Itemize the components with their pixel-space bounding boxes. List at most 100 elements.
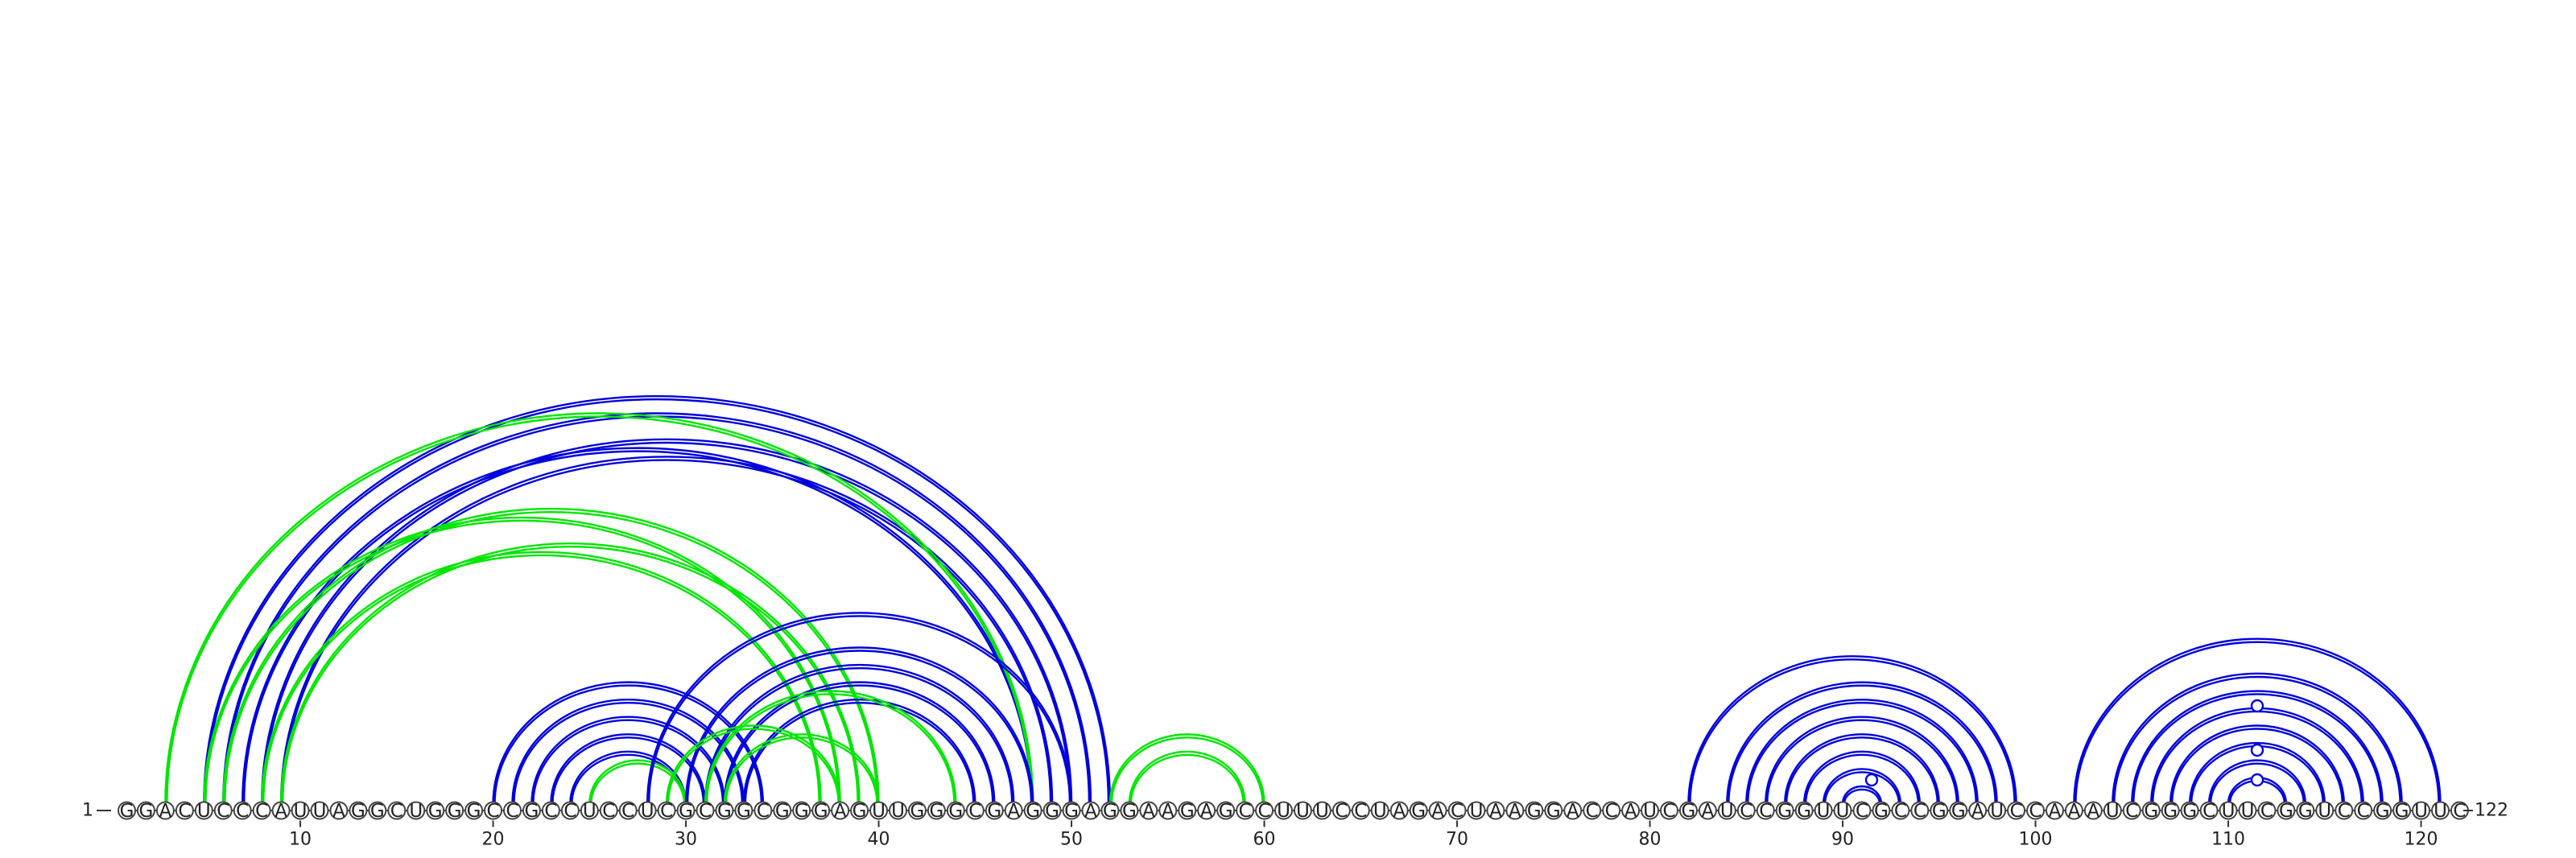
nucleotide-circle	[1910, 801, 1930, 820]
nucleotide-circle	[618, 801, 638, 820]
nucleotide-circle	[2354, 801, 2373, 820]
nucleotide-circle	[734, 801, 753, 820]
nucleotide-circle	[753, 801, 773, 820]
nucleotide-circle	[2238, 801, 2257, 820]
nucleotide: G	[1178, 801, 1197, 822]
nucleotide-letter: G	[370, 801, 385, 822]
nucleotide: A	[1698, 801, 1717, 822]
nucleotide: C	[1756, 801, 1775, 822]
nucleotide: G	[734, 801, 753, 822]
nucleotide: U	[1293, 801, 1312, 822]
nucleotide-letter: G	[467, 801, 481, 822]
nucleotide-circle	[2199, 801, 2219, 820]
base-pair-arc	[667, 728, 840, 804]
nucleotide-letter: U	[294, 801, 308, 822]
nucleotide-letter: A	[1200, 801, 1213, 822]
nucleotide: C	[696, 801, 715, 822]
base-pair-arc	[1726, 681, 1998, 804]
nucleotide: A	[1197, 801, 1216, 822]
base-pair-arc	[684, 646, 1034, 804]
nucleotide-circle	[2103, 801, 2122, 820]
base-pair-arc	[590, 762, 686, 804]
nucleotide-letter: C	[506, 801, 518, 822]
nucleotide-circle	[1351, 801, 1370, 820]
nucleotide: U	[1274, 801, 1293, 822]
nucleotide-letter: C	[178, 801, 191, 822]
base-pair-arc	[1765, 716, 1959, 804]
base-pair-arc	[1766, 719, 1958, 804]
nucleotide-letter: C	[1913, 801, 1926, 822]
nucleotide-letter: G	[1682, 801, 1696, 822]
nucleotide-circle	[1389, 801, 1409, 820]
nucleotide: C	[503, 801, 522, 822]
base-pair-arc	[2209, 762, 2306, 804]
nucleotide: C	[387, 801, 407, 822]
nucleotide-letter: G	[814, 801, 828, 822]
nucleotide-letter: C	[487, 801, 500, 822]
nucleotide-letter: A	[1162, 801, 1174, 822]
nucleotide-letter: C	[1354, 801, 1367, 822]
tick-label: 10	[289, 830, 312, 850]
nucleotide-letter: A	[275, 801, 287, 822]
base-pair-arc	[281, 545, 859, 804]
nucleotide-circle	[831, 801, 850, 820]
nucleotide: C	[560, 801, 580, 822]
nucleotide-letter: A	[2049, 801, 2062, 822]
nucleotide: G	[1930, 801, 1949, 822]
nucleotide: G	[1216, 801, 1236, 822]
nucleotide-circle	[1525, 801, 1544, 820]
nucleotide: U	[1833, 801, 1852, 822]
nucleotide-letter: G	[2163, 801, 2178, 822]
nucleotide-circle	[946, 801, 965, 820]
nucleotide-letter: C	[757, 801, 770, 822]
nucleotide: U	[194, 801, 213, 822]
nucleotide-circle	[869, 801, 889, 820]
nucleotide-circle	[1641, 801, 1660, 820]
nucleotide: A	[2083, 801, 2103, 822]
nucleotide: G	[907, 801, 927, 822]
nucleotide: C	[1331, 801, 1351, 822]
nucleotide-circle	[252, 801, 271, 820]
nucleotide-circle	[1004, 801, 1023, 820]
nucleotide: A	[329, 801, 349, 822]
nucleotide-letter: A	[1702, 801, 1715, 822]
nucleotide: U	[1370, 801, 1389, 822]
base-pair-arc	[1841, 785, 1883, 804]
nucleotide-circle	[1428, 801, 1447, 820]
nucleotide-letter: U	[313, 801, 327, 822]
nucleotide-letter: U	[197, 801, 211, 822]
base-pair-arc	[1687, 655, 2017, 804]
nucleotide: U	[2315, 801, 2334, 822]
base-pair-arc	[646, 612, 1073, 804]
base-pair-arc	[686, 650, 1033, 804]
base-pair-arc	[1689, 658, 2016, 804]
nucleotide-circle	[1563, 801, 1583, 820]
nucleotide: U	[1641, 801, 1660, 822]
base-pair-arc	[723, 681, 996, 804]
nucleotide-circle	[1660, 801, 1678, 820]
nucleotide-circle	[1370, 801, 1389, 820]
nucleotide-letter: U	[409, 801, 423, 822]
nucleotide-letter: A	[1084, 801, 1097, 822]
nucleotide-circle	[2026, 801, 2046, 820]
nucleotide: C	[1660, 801, 1678, 822]
nucleotide-circle	[118, 801, 136, 820]
nucleotide-circle	[136, 801, 155, 820]
base-pair-arc	[724, 684, 994, 804]
nucleotide-circle	[1602, 801, 1621, 820]
nucleotide-circle	[965, 801, 985, 820]
base-pair-arcs	[164, 394, 2442, 804]
base-pair-arc	[204, 519, 840, 804]
nucleotide-letter: C	[1894, 801, 1907, 822]
nucleotide: U	[2412, 801, 2431, 822]
nucleotide-circle	[522, 801, 541, 820]
nucleotide-circle	[2046, 801, 2064, 820]
nucleotide-letter: U	[872, 801, 886, 822]
nucleotide-circle	[1872, 801, 1891, 820]
base-pair-arc	[2073, 637, 2442, 804]
nucleotide-letter: G	[2144, 801, 2158, 822]
nucleotide-letter: U	[2241, 801, 2255, 822]
nucleotide-circle	[464, 801, 484, 820]
tick-label: 30	[675, 830, 697, 850]
nucleotide: G	[1775, 801, 1794, 822]
